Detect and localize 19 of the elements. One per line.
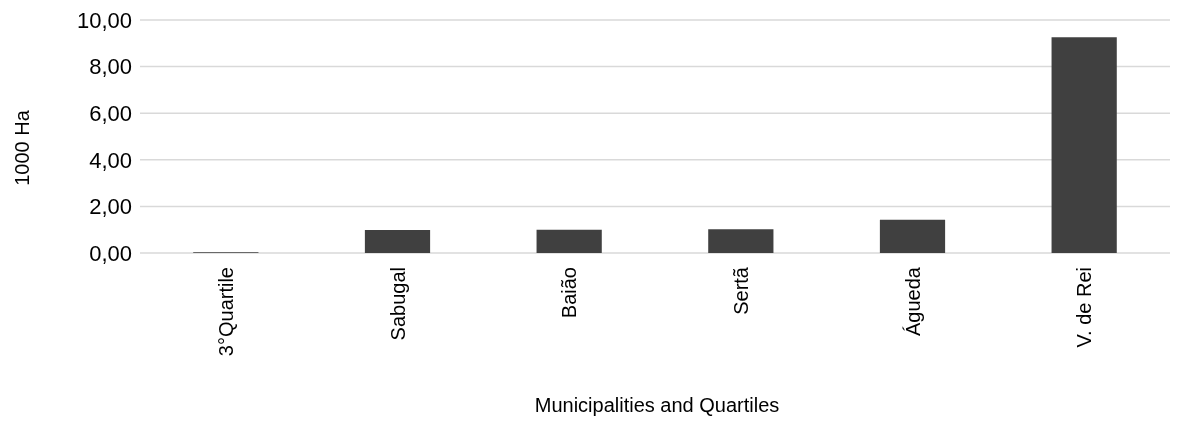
x-tick-label: Sabugal <box>386 267 409 341</box>
bar <box>879 219 946 253</box>
bar <box>364 229 431 253</box>
x-tick-label: Águeda <box>901 266 924 336</box>
y-tick-label: 2,00 <box>89 194 132 220</box>
y-tick-label: 8,00 <box>89 54 132 80</box>
x-axis-title: Municipalities and Quartiles <box>533 394 781 417</box>
y-tick-label: 0,00 <box>89 240 132 266</box>
bar <box>708 229 774 253</box>
x-tick-label: Sertã <box>729 266 752 315</box>
x-tick-label: Baião <box>558 267 581 319</box>
bar <box>536 229 602 253</box>
y-tick-label: 6,00 <box>89 101 132 127</box>
x-tick-label: V. de Rei <box>1073 267 1096 348</box>
y-tick-label: 4,00 <box>89 147 132 173</box>
bar <box>1051 37 1117 253</box>
y-tick-label: 10,00 <box>76 7 132 33</box>
x-tick-label: 3°Quartile <box>214 267 237 357</box>
y-axis-title: 1000 Ha <box>10 110 34 186</box>
